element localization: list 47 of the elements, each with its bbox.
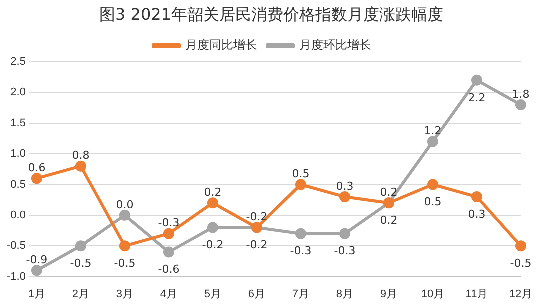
data-label: 0.6 [28, 161, 46, 174]
data-label: 0.8 [72, 149, 90, 162]
data-label: 0.3 [336, 180, 354, 193]
data-label: 2.2 [468, 91, 486, 104]
y-tick-label: 1.0 [10, 148, 26, 160]
x-tick-label: 5月 [204, 288, 222, 300]
x-tick-label: 8月 [336, 288, 354, 300]
x-tick-label: 6月 [248, 288, 266, 300]
x-tick-label: 1月 [28, 288, 46, 300]
data-label: 1.2 [424, 124, 442, 138]
data-label: 0.5 [424, 196, 442, 209]
y-tick-label: -0.5 [6, 240, 26, 252]
data-label: 0.3 [468, 208, 486, 221]
data-label: -0.3 [290, 244, 312, 258]
y-tick-label: 0.0 [10, 209, 26, 222]
data-label: -0.5 [114, 256, 136, 270]
data-label: -0.9 [26, 254, 48, 267]
data-label: -0.5 [510, 256, 532, 270]
data-label: 1.8 [512, 88, 530, 101]
x-tick-label: 2月 [72, 288, 90, 300]
y-tick-label: 2.5 [10, 56, 26, 68]
data-label: -0.5 [70, 256, 92, 270]
y-tick-label: 1.5 [10, 117, 26, 130]
x-tick-label: 3月 [116, 288, 134, 300]
data-label: 0.2 [380, 186, 398, 200]
x-tick-label: 10月 [421, 288, 445, 300]
data-label: -0.2 [202, 238, 224, 252]
data-label: -0.3 [334, 244, 356, 258]
x-tick-label: 4月 [160, 288, 178, 300]
legend-label: 月度同比增长 [186, 38, 258, 52]
data-label: -0.6 [158, 263, 180, 276]
data-label: -0.2 [246, 210, 268, 224]
chart-title: 图3 2021年韶关居民消费价格指数月度涨跌幅度 [98, 4, 444, 26]
x-tick-label: 12月 [509, 288, 533, 300]
legend-label: 月度环比增长 [300, 38, 372, 52]
data-label: 0.5 [292, 168, 310, 181]
data-label: 0.0 [116, 198, 134, 212]
data-label: -0.2 [246, 238, 268, 252]
y-tick-label: 0.5 [10, 178, 26, 191]
x-tick-label: 7月 [292, 288, 310, 300]
data-label: -0.3 [158, 216, 180, 230]
y-tick-label: 2.0 [10, 86, 26, 99]
x-tick-label: 9月 [380, 288, 398, 300]
data-label: 0.2 [204, 186, 222, 200]
data-label: 0.2 [380, 214, 398, 228]
y-tick-label: -1.0 [6, 270, 26, 283]
x-tick-label: 11月 [466, 288, 488, 300]
